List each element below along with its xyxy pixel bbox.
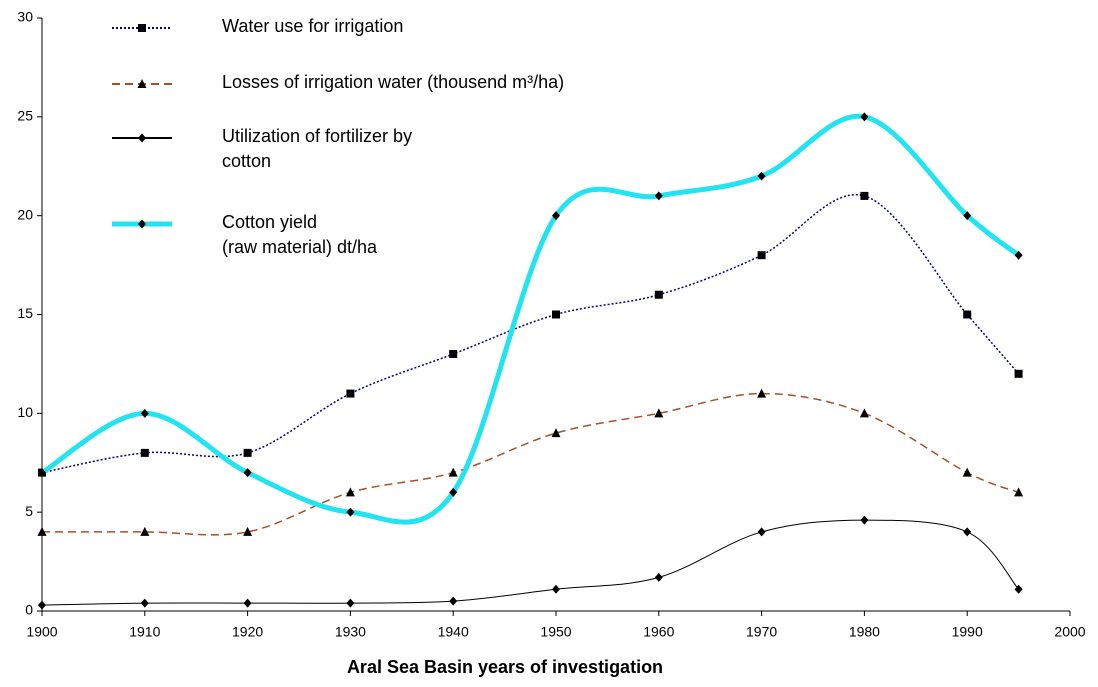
x-tick-label: 1950: [540, 624, 571, 640]
marker: [449, 596, 458, 606]
marker: [1014, 250, 1023, 260]
legend-marker: [137, 79, 147, 88]
y-tick-label: 25: [17, 108, 33, 124]
x-tick-label: 1900: [26, 624, 57, 640]
marker: [757, 171, 766, 181]
x-tick-label: 1930: [335, 624, 366, 640]
marker: [140, 526, 150, 536]
x-tick-label: 1910: [129, 624, 160, 640]
marker: [551, 428, 561, 438]
marker: [38, 468, 46, 478]
marker: [346, 507, 355, 517]
legend-marker: [138, 24, 146, 32]
marker: [449, 487, 458, 497]
y-tick-label: 5: [25, 503, 33, 519]
marker: [243, 448, 252, 457]
marker: [654, 191, 663, 201]
marker: [552, 310, 560, 319]
marker: [963, 310, 972, 319]
marker: [345, 487, 355, 497]
marker: [1014, 584, 1023, 594]
marker: [962, 467, 972, 477]
marker: [449, 350, 458, 359]
y-tick-label: 10: [17, 404, 33, 420]
x-tick-label: 1990: [952, 624, 983, 640]
marker: [448, 467, 458, 477]
marker: [243, 468, 252, 478]
legend-marker: [138, 133, 146, 143]
marker: [37, 526, 47, 536]
x-tick-label: 1980: [849, 624, 880, 640]
x-tick-label: 2000: [1054, 624, 1085, 640]
marker: [860, 515, 869, 525]
marker: [757, 388, 767, 398]
legend-label: Utilization of fortilizer by cotton: [222, 126, 413, 171]
y-tick-label: 30: [17, 9, 33, 25]
marker: [1014, 487, 1024, 497]
x-tick-label: 1920: [232, 624, 263, 640]
marker: [140, 598, 149, 608]
x-axis-label: Aral Sea Basin years of investigation: [347, 657, 663, 677]
marker: [859, 408, 869, 418]
marker: [654, 290, 663, 299]
legend-label: Cotton yield (raw material) dt/ha: [222, 212, 378, 257]
marker: [757, 527, 766, 537]
series-line: [41, 392, 1019, 536]
marker: [654, 572, 663, 582]
x-tick-label: 1960: [643, 624, 674, 640]
marker: [140, 448, 149, 457]
marker: [860, 112, 869, 122]
series-line: [41, 519, 1019, 606]
series-line: [40, 113, 1021, 525]
marker: [140, 408, 149, 418]
marker: [346, 598, 355, 608]
y-tick-label: 15: [17, 305, 33, 321]
x-tick-label: 1940: [438, 624, 469, 640]
x-tick-label: 1970: [746, 624, 777, 640]
marker: [552, 584, 560, 594]
marker: [38, 600, 46, 610]
legend-label: Losses of irrigation water (thousend m³/…: [222, 72, 565, 92]
marker: [963, 527, 972, 537]
marker: [757, 251, 766, 260]
marker: [654, 408, 664, 418]
marker: [1014, 369, 1023, 378]
marker: [963, 211, 972, 221]
y-tick-label: 20: [17, 206, 33, 222]
marker: [552, 211, 560, 221]
marker: [243, 526, 253, 536]
y-tick-label: 0: [25, 602, 33, 618]
marker: [346, 389, 355, 398]
legend-marker: [138, 219, 146, 229]
marker: [243, 598, 252, 608]
marker: [860, 191, 869, 200]
legend-label: Water use for irrigation: [222, 16, 404, 36]
